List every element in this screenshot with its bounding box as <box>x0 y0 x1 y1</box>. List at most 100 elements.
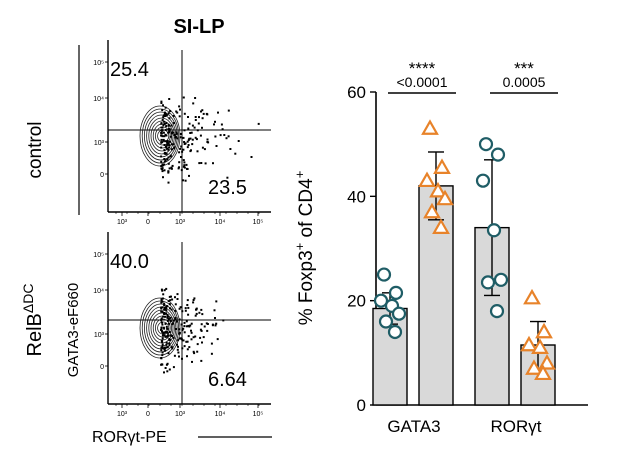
event-dot <box>164 145 167 148</box>
y-tick-label-60: 60 <box>347 83 366 102</box>
event-dot <box>177 351 180 354</box>
event-dot <box>167 148 170 151</box>
event-dot <box>186 140 189 143</box>
event-dot <box>164 106 167 109</box>
event-dot <box>186 146 189 149</box>
event-dot <box>160 349 163 352</box>
event-dot <box>165 363 168 366</box>
y-tick-label: 10⁴ <box>93 96 104 103</box>
contour-ring <box>144 111 178 161</box>
event-dot <box>174 317 177 320</box>
event-dot <box>206 329 209 332</box>
event-dot <box>163 304 166 307</box>
contour-ring <box>155 318 171 338</box>
event-dot <box>163 144 166 146</box>
event-dot <box>186 348 189 351</box>
event-dot <box>160 100 163 103</box>
event-dot <box>169 110 172 112</box>
event-dot <box>160 141 163 144</box>
event-dot <box>175 320 178 323</box>
event-dot <box>165 341 168 344</box>
event-dot <box>191 143 194 146</box>
event-dot <box>211 324 214 327</box>
data-point-triangle <box>534 364 552 381</box>
quadrant-bottom-right-percent: 23.5 <box>208 177 247 199</box>
event-dot <box>160 129 163 132</box>
significance-stars-1: *** <box>514 59 534 78</box>
event-dot <box>190 329 192 332</box>
event-dot <box>168 331 171 333</box>
event-dot <box>166 370 169 373</box>
event-dot <box>166 158 169 161</box>
event-dot <box>163 113 166 116</box>
event-dot <box>183 345 186 348</box>
event-dot <box>175 328 177 330</box>
event-dot <box>165 307 168 310</box>
event-dot <box>166 331 169 334</box>
event-dot <box>176 137 179 140</box>
event-dot <box>160 160 163 163</box>
event-dot <box>200 308 203 311</box>
event-dot <box>163 111 166 114</box>
event-dot <box>214 135 217 138</box>
event-dot <box>192 336 195 339</box>
data-point-circle <box>486 223 502 238</box>
event-dot <box>191 124 194 127</box>
contour-ring <box>144 303 178 353</box>
event-dot <box>171 148 173 151</box>
event-dot <box>215 322 218 325</box>
event-dot <box>168 144 171 147</box>
event-dot <box>171 164 174 167</box>
event-dot <box>181 347 184 350</box>
event-dot <box>162 326 165 329</box>
event-dot <box>201 126 203 129</box>
event-dot <box>167 142 169 145</box>
event-dot <box>193 126 196 129</box>
event-dot <box>178 115 181 118</box>
event-dot <box>170 124 173 127</box>
event-dot <box>185 163 188 166</box>
event-dot <box>163 308 166 311</box>
event-dot <box>164 335 167 338</box>
event-dot <box>181 329 184 332</box>
event-dot <box>170 295 172 298</box>
event-dot <box>182 339 185 342</box>
event-dot <box>161 321 163 324</box>
event-dot <box>204 162 207 165</box>
event-dot <box>194 136 197 139</box>
event-dot <box>164 129 167 131</box>
event-dot <box>164 331 167 334</box>
event-dot <box>201 117 204 120</box>
event-dot <box>169 299 172 302</box>
event-dot <box>190 322 193 325</box>
y-tick-label: 10³ <box>94 140 105 147</box>
event-dot <box>199 336 202 339</box>
event-dot <box>178 105 181 108</box>
event-dot <box>180 338 183 341</box>
event-dot <box>168 322 170 325</box>
event-dot <box>163 313 166 315</box>
event-dot <box>168 303 171 306</box>
event-dot <box>162 104 164 107</box>
event-dot <box>161 118 164 121</box>
event-dot <box>161 343 164 346</box>
data-point-triangle <box>436 189 454 206</box>
event-dot <box>176 293 179 296</box>
bar-0-0 <box>372 307 408 406</box>
event-dot <box>172 319 175 322</box>
event-dot <box>189 137 192 140</box>
event-dot <box>163 302 166 305</box>
event-dot <box>164 115 166 117</box>
event-dot <box>190 338 193 341</box>
event-dot <box>166 305 169 308</box>
event-dot <box>162 331 165 334</box>
event-dot <box>163 348 166 351</box>
event-dot <box>178 332 181 335</box>
event-dot <box>162 315 165 318</box>
event-dot <box>186 167 188 170</box>
event-dot <box>168 131 171 133</box>
event-dot <box>178 166 180 169</box>
event-dot <box>176 298 179 300</box>
event-dot <box>161 351 164 354</box>
event-dot <box>161 330 163 333</box>
